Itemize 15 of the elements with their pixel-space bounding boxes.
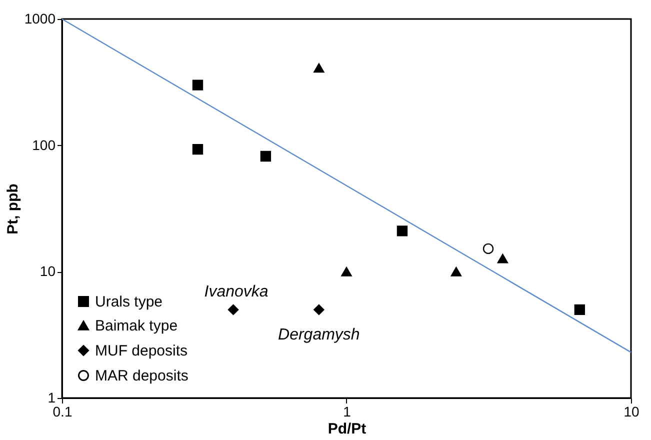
x-tick-label: 0.1 — [52, 404, 72, 420]
legend-label: Urals type — [95, 294, 163, 310]
y-tick-label: 1000 — [24, 10, 56, 26]
legend-label: MUF deposits — [95, 342, 188, 360]
x-tick-label: 10 — [624, 404, 640, 420]
x-axis-title: Pd/Pt — [328, 420, 366, 438]
y-axis-title: Pt, ppb — [4, 184, 22, 234]
y-tick-label: 10 — [40, 263, 56, 280]
annotation: Ivanovka — [204, 284, 268, 301]
y-tick-label: 100 — [32, 136, 56, 153]
legend-label: MAR deposits — [95, 368, 188, 384]
x-tick-label: 1 — [343, 404, 352, 420]
annotation: Dergamysh — [278, 326, 360, 344]
legend-label: Baimak type — [95, 318, 178, 334]
y-tick-label: 1 — [48, 390, 56, 406]
